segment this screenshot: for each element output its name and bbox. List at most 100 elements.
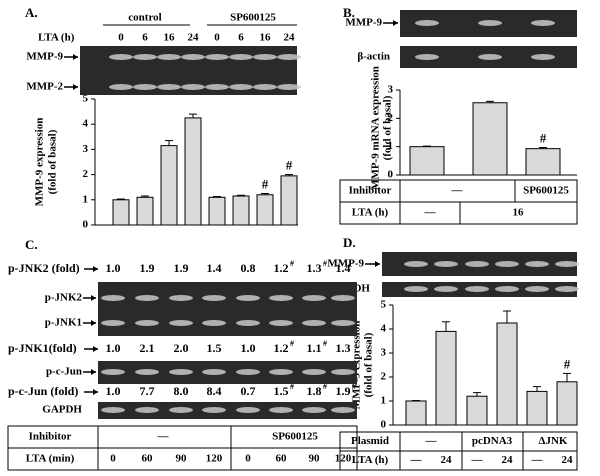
bar [556,381,578,426]
gel-band [253,54,277,60]
table-cell: — [424,207,437,219]
y-tick-label: 3 [83,143,89,155]
gel-band [302,407,326,413]
blot-label: β-actin [357,51,390,63]
gel-band [205,84,229,90]
table-cell: pcDNA3 [472,435,513,447]
panel-label: D. [343,235,356,250]
y-axis-label: (fold of basal) [47,129,59,194]
table-cell: 16 [513,207,525,219]
gel-band [269,295,293,301]
gel [98,282,357,336]
fold-note: # [323,259,327,268]
gel-band [135,369,159,375]
fold-value: 1.2 [274,341,289,355]
gel-band [202,407,226,413]
bar [496,322,518,426]
y-tick-label: 5 [83,93,89,105]
bar [409,146,445,176]
arrow-head [393,20,398,26]
annotation: # [262,176,269,191]
fold-value: 2.1 [140,341,155,355]
arrow-head [375,261,380,267]
panel-label: C. [25,237,38,252]
gel-band [169,320,193,326]
fold-value: 7.7 [140,384,155,398]
fold-row-label: p-c-Jun (fold) [8,384,78,398]
fold-value: 1.0 [106,384,121,398]
bar [184,117,202,226]
blot-label: MMP-2 [26,81,63,93]
category-label: 6 [142,32,148,44]
fold-note: # [290,382,294,391]
gel-band [169,369,193,375]
y-tick-label: 2 [83,168,89,180]
blot-label: MMP-9 [26,51,63,63]
y-tick-label: 2 [388,112,394,124]
gel-band [531,20,555,26]
y-tick-label: 0 [381,419,387,431]
bar [466,395,488,426]
gel-band [202,320,226,326]
gel-band [133,84,157,90]
table-cell: 60 [276,453,288,465]
gel-band [101,407,125,413]
gel-band [157,84,181,90]
gel-band [135,295,159,301]
arrow-head [73,84,78,90]
table-cell: — [451,185,464,197]
gel-band [478,20,502,26]
gel-band [229,84,253,90]
fold-value: 1.9 [336,384,351,398]
gel-band [331,320,355,326]
fold-value: 1.2 [274,261,289,275]
y-tick-label: 3 [381,347,387,359]
table-cell: Inhibitor [29,431,72,443]
annotation: # [540,131,547,146]
gel-band [415,54,439,60]
gel-band [269,369,293,375]
category-label: 24 [284,32,296,44]
gel-band [331,407,355,413]
y-axis-label: (fold of basal) [382,95,394,160]
table-cell: LTA (min) [26,453,75,465]
fold-value: 1.0 [106,261,121,275]
table-cell: — [157,431,170,443]
bar [112,199,130,226]
fold-value: 1.9 [140,261,155,275]
gel [98,361,357,384]
gel-band [181,84,205,90]
gel-band [434,286,458,292]
gel-band [555,286,579,292]
gel-band [302,295,326,301]
category-title: LTA (h) [38,32,75,44]
gel-band [478,54,502,60]
y-axis-label: (fold of basal) [363,332,375,397]
gel-band [415,20,439,26]
table-cell: 0 [110,453,116,465]
gel-band [109,54,133,60]
gel-band [169,295,193,301]
gel-band [157,54,181,60]
arrow-head [93,346,98,352]
gel-band [101,369,125,375]
bar [405,400,427,426]
blot-label: GAPDH [42,404,82,416]
arrow-head [93,389,98,395]
gel-band [236,407,260,413]
y-tick-label: 0 [388,169,394,181]
bar [526,390,548,426]
gel-band [135,320,159,326]
gel-band [277,84,301,90]
category-label: 0 [214,32,220,44]
y-tick-label: 5 [381,299,387,311]
gel-band [269,407,293,413]
fold-value: 1.3 [307,261,322,275]
fold-value: 1.1 [307,341,322,355]
gel-band [253,84,277,90]
table-cell: Inhibitor [349,185,392,197]
gel-band [169,407,193,413]
fold-value: 0.7 [241,384,256,398]
fold-value: 1.5 [207,341,222,355]
